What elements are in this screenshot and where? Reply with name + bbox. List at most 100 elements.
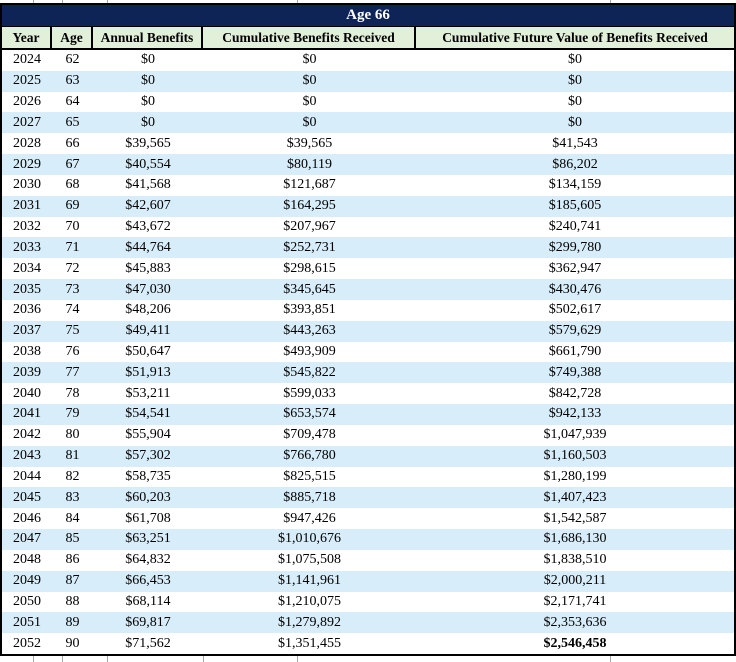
cell-age: 71 [65,239,80,255]
cell-cumulative-benefits: $121,687 [283,177,336,193]
cell-year: 2044 [13,468,41,484]
cell-cumulative-benefits: $252,731 [283,239,336,255]
cell-cumulative-benefits: $443,263 [283,323,336,339]
cell-annual-benefits: $50,647 [125,344,171,359]
cell-cumulative-benefits: $0 [302,73,317,89]
cell-year: 2045 [13,489,41,505]
cell-year: 2038 [13,344,41,359]
cell-cumulative-benefits: $709,478 [283,427,336,443]
cell-year: 2048 [13,552,41,568]
cell-year: 2036 [13,302,41,318]
cell-future-value: $185,605 [548,198,602,214]
cell-annual-benefits: $61,708 [125,510,171,526]
gridline-tick [297,0,298,3]
cell-annual-benefits: $44,764 [125,239,171,255]
table-row: 2024 62 $0 $0 $0 [2,50,734,71]
cell-age: 76 [65,344,80,359]
cell-annual-benefits: $39,565 [125,135,171,151]
cell-future-value: $1,838,510 [543,552,607,568]
table-row: 2037 75 $49,411 $443,263 $579,629 [2,320,734,342]
gridline-tick [107,656,108,662]
cell-year: 2050 [13,593,41,609]
cell-cumulative-benefits: $1,210,075 [278,593,341,609]
cell-cumulative-benefits: $0 [302,52,317,68]
cell-annual-benefits: $48,206 [125,302,171,318]
cell-age: 65 [65,114,80,130]
cell-year: 2046 [13,510,41,526]
cell-age: 90 [65,635,80,651]
cell-annual-benefits: $45,883 [125,260,171,276]
cell-cumulative-benefits: $653,574 [283,406,336,422]
gridline-tick [107,0,108,3]
cell-future-value: $1,407,423 [543,489,607,505]
cell-age: 83 [65,489,80,505]
cell-year: 2029 [13,156,41,172]
cell-age: 78 [65,385,80,401]
cell-future-value: $579,629 [548,323,602,339]
cell-cumulative-benefits: $345,645 [283,281,336,297]
cell-age: 84 [65,510,80,526]
table-row: 2034 72 $45,883 $298,615 $362,947 [2,258,734,280]
cell-future-value: $942,133 [548,406,602,422]
gridline-tick [203,656,204,662]
cell-year: 2051 [13,614,41,630]
cell-future-value: $362,947 [548,260,602,276]
cell-cumulative-benefits: $1,141,961 [278,573,341,589]
column-header-age: Age [52,27,93,48]
column-header-year: Year [2,27,52,48]
cell-annual-benefits: $54,541 [125,406,171,422]
cell-year: 2027 [13,114,41,130]
cell-future-value: $0 [568,94,582,110]
cell-year: 2034 [13,260,41,276]
cell-annual-benefits: $0 [141,114,155,130]
cell-age: 62 [65,52,80,68]
cell-year: 2047 [13,531,41,547]
cell-annual-benefits: $43,672 [125,219,171,235]
cell-age: 73 [65,281,80,297]
gridline-tick [33,0,34,3]
cell-year: 2024 [13,52,41,68]
cell-future-value: $661,790 [548,344,602,359]
cell-age: 82 [65,468,80,484]
table-row: 2025 63 $0 $0 $0 [2,70,734,92]
cell-year: 2025 [13,73,41,89]
cell-cumulative-benefits: $0 [302,114,317,130]
cell-cumulative-benefits: $599,033 [283,385,336,401]
cell-future-value: $430,476 [548,281,602,297]
cell-age: 74 [65,302,80,318]
cell-cumulative-benefits: $393,851 [283,302,336,318]
cell-age: 75 [65,323,80,339]
cell-year: 2028 [13,135,41,151]
cell-year: 2026 [13,94,41,110]
cell-cumulative-benefits: $766,780 [283,448,336,464]
table-row: 2028 66 $39,565 $39,565 $41,543 [2,133,734,155]
cell-year: 2031 [13,198,41,214]
cell-future-value: $86,202 [552,156,598,172]
gridline-tick [62,0,63,3]
cell-age: 85 [65,531,80,547]
cell-age: 86 [65,552,80,568]
gridline-tick [297,656,298,662]
cell-annual-benefits: $57,302 [125,448,171,464]
cell-age: 70 [65,219,80,235]
cell-cumulative-benefits: $1,010,676 [278,531,341,547]
cell-future-value: $0 [568,52,582,68]
cell-future-value: $842,728 [548,385,602,401]
cell-future-value: $2,000,211 [543,573,607,589]
table-row: 2038 76 $50,647 $493,909 $661,790 [2,341,734,363]
cell-age: 63 [65,73,80,89]
table-row: 2045 83 $60,203 $885,718 $1,407,423 [2,487,734,509]
table-row: 2035 73 $47,030 $345,645 $430,476 [2,279,734,300]
cell-year: 2033 [13,239,41,255]
cell-age: 79 [65,406,80,422]
cell-annual-benefits: $55,904 [125,427,171,443]
cell-cumulative-benefits: $545,822 [283,364,336,380]
cell-year: 2041 [13,406,41,422]
cell-annual-benefits: $47,030 [125,281,171,297]
table-row: 2031 69 $42,607 $164,295 $185,605 [2,195,734,217]
cell-annual-benefits: $66,453 [125,573,171,589]
cell-cumulative-benefits: $1,075,508 [278,552,341,568]
table-row: 2030 68 $41,568 $121,687 $134,159 [2,174,734,196]
cell-cumulative-benefits: $1,279,892 [278,614,341,630]
